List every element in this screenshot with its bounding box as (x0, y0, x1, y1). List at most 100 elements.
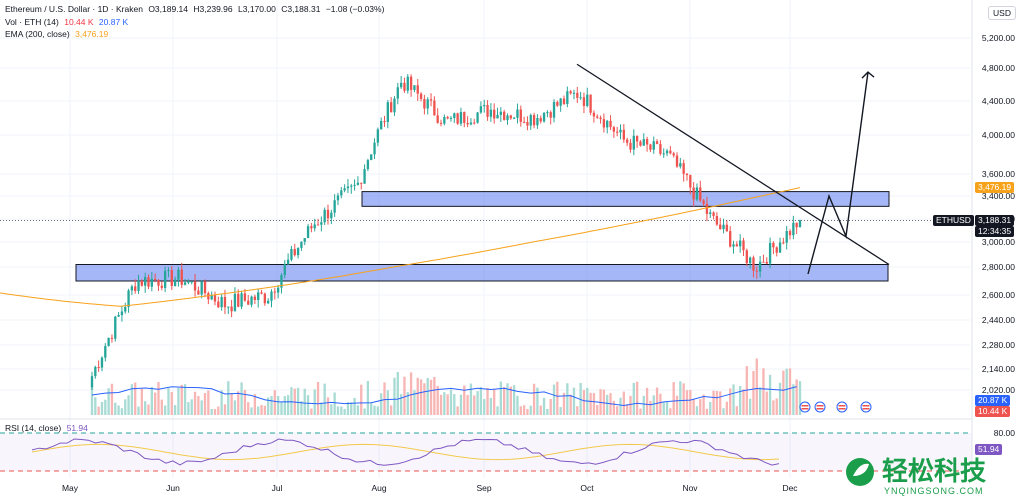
volume-bar-20 (157, 382, 160, 415)
volume-bar-63 (300, 401, 303, 415)
volume-bar-36 (210, 408, 213, 415)
candle-body-38 (217, 301, 220, 308)
volume-bar-124 (503, 386, 506, 415)
candle-body-206 (775, 247, 778, 253)
close-value: C3,188.31 (281, 4, 321, 14)
candle-body-125 (506, 115, 509, 121)
candle-body-186 (709, 212, 712, 214)
support-zone (75, 264, 889, 282)
ema-label[interactable]: EMA (200, close) (5, 29, 70, 39)
x-tick-sep: Sep (476, 483, 491, 493)
candle-body-122 (496, 114, 499, 119)
volume-bar-162 (629, 395, 632, 415)
y-tick-4800: 4,800.00 (982, 63, 1015, 73)
volume-bar-97 (413, 390, 416, 415)
volume-bar-168 (649, 400, 652, 415)
volume-bar-110 (456, 406, 459, 415)
volume-bar-192 (729, 388, 732, 415)
change-value: −1.08 (−0.03%) (325, 4, 385, 14)
candle-body-85 (373, 142, 376, 155)
candle-body-142 (562, 98, 566, 105)
volume-bar-132 (529, 405, 532, 415)
volume-bar-27 (180, 384, 183, 415)
candle-body-25 (173, 279, 177, 286)
volume-bar-96 (409, 372, 413, 415)
rsi-label[interactable]: RSI (14, close) (5, 423, 62, 433)
volume-bar-117 (479, 386, 483, 415)
candle-body-79 (353, 184, 356, 186)
candle-body-111 (459, 112, 463, 124)
symbol-name[interactable]: Ethereum / U.S. Dollar · 1D · Kraken (5, 4, 143, 14)
candle-body-126 (509, 115, 512, 119)
candle-body-138 (549, 112, 552, 118)
volume-bar-15 (140, 388, 144, 415)
volume-bar-185 (705, 408, 709, 415)
event-flag-stripe2-1 (816, 408, 824, 410)
volume-bar-137 (546, 408, 549, 415)
candle-body-112 (463, 112, 466, 123)
candle-body-93 (399, 82, 403, 88)
candle-body-0 (90, 376, 94, 388)
volume-bar-81 (360, 384, 363, 415)
candle-body-115 (473, 122, 476, 124)
candle-body-193 (732, 244, 735, 247)
volume-bar-164 (635, 381, 639, 415)
candle-body-189 (719, 224, 722, 230)
candle-body-7 (114, 316, 117, 339)
candle-body-204 (768, 242, 772, 264)
legend-symbol: Ethereum / U.S. Dollar · 1D · Kraken O3,… (5, 4, 387, 15)
volume-bar-202 (762, 368, 765, 415)
volume-bar-131 (526, 408, 529, 415)
candle-body-22 (163, 270, 167, 288)
candle-body-119 (486, 104, 489, 117)
y-tick-2440: 2,440.00 (982, 315, 1015, 325)
event-flag-icon-3 (860, 401, 872, 413)
candle-body-147 (579, 97, 582, 99)
volume-bar-111 (459, 394, 463, 415)
volume-bar-94 (403, 376, 406, 415)
candle-body-185 (705, 203, 709, 214)
candle-body-182 (695, 187, 699, 200)
x-tick-dec: Dec (782, 483, 798, 493)
volume-bar-171 (659, 393, 662, 415)
candle-body-63 (300, 241, 303, 248)
volume-bar-64 (303, 388, 306, 415)
x-tick-may: May (62, 483, 79, 493)
candle-body-16 (144, 277, 147, 286)
volume-bar-83 (366, 381, 370, 415)
candle-body-49 (253, 296, 257, 300)
candle-body-202 (762, 261, 765, 263)
volume-bar-138 (549, 399, 552, 415)
candle-body-102 (429, 99, 433, 101)
candle-body-46 (243, 293, 247, 301)
volume-bar-4 (104, 399, 107, 415)
volume-bar-123 (499, 381, 503, 415)
volume-bar-82 (363, 408, 366, 415)
candle-body-141 (559, 98, 562, 106)
volume-bar-116 (476, 391, 479, 415)
volume-bar-56 (276, 395, 280, 415)
candle-body-26 (177, 269, 180, 280)
volume-bar-95 (406, 392, 409, 415)
projection-path (807, 72, 869, 275)
candle-body-64 (303, 237, 306, 242)
candle-body-84 (370, 154, 373, 161)
volume-ma-badge: 20.87 K (975, 395, 1011, 406)
volume-badge: 10.44 K (975, 406, 1011, 417)
rsi-tick-80: 80.00 (994, 428, 1016, 438)
candle-body-162 (629, 142, 632, 150)
volume-bar-144 (569, 394, 572, 415)
volume-bar-136 (542, 397, 546, 415)
event-flags (799, 401, 872, 413)
volume-bar-208 (782, 370, 785, 415)
candle-body-140 (556, 102, 559, 106)
volume-label[interactable]: Vol · ETH (14) (5, 17, 59, 27)
watermark-brand: 轻松科技 (882, 457, 986, 487)
volume-bar-54 (270, 396, 273, 415)
candle-body-157 (612, 127, 616, 132)
volume-bar-106 (443, 392, 446, 415)
currency-button[interactable]: USD (988, 6, 1016, 20)
volume-bar-8 (117, 405, 120, 415)
leaf-shape (853, 463, 869, 476)
